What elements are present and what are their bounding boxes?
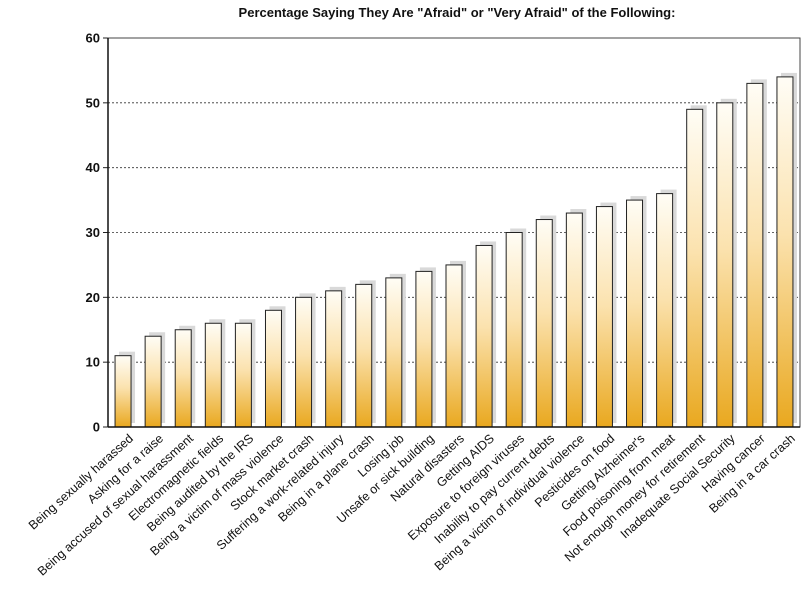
bar [716,102,734,428]
axes [103,37,801,428]
y-tick-label: 50 [86,95,100,110]
bar [595,206,613,428]
bar [114,355,132,428]
bar [264,309,282,428]
bar [355,283,373,428]
bar [385,277,403,428]
bar [325,290,343,428]
y-tick-label: 20 [86,290,100,305]
bar [475,244,493,428]
bar [234,322,252,428]
y-tick-label: 30 [86,225,100,240]
bar [565,212,583,428]
bar [295,296,313,428]
y-tick-labels: 0 10 20 30 40 50 60 [86,31,100,435]
bar [686,108,704,428]
bar [144,335,162,428]
bar [505,232,523,428]
y-tick-label: 40 [86,160,100,175]
bar [415,270,433,428]
bar [535,219,553,428]
bar [656,193,674,428]
bar [174,329,192,428]
bar [626,199,644,428]
bar [445,264,463,428]
y-tick-label: 60 [86,31,100,46]
chart-title: Percentage Saying They Are "Afraid" or "… [239,5,676,20]
bars [114,76,794,428]
y-tick-label: 10 [86,355,100,370]
bar [204,322,222,428]
bar [746,82,764,428]
bar [776,76,794,428]
y-tick-label: 0 [93,420,100,435]
